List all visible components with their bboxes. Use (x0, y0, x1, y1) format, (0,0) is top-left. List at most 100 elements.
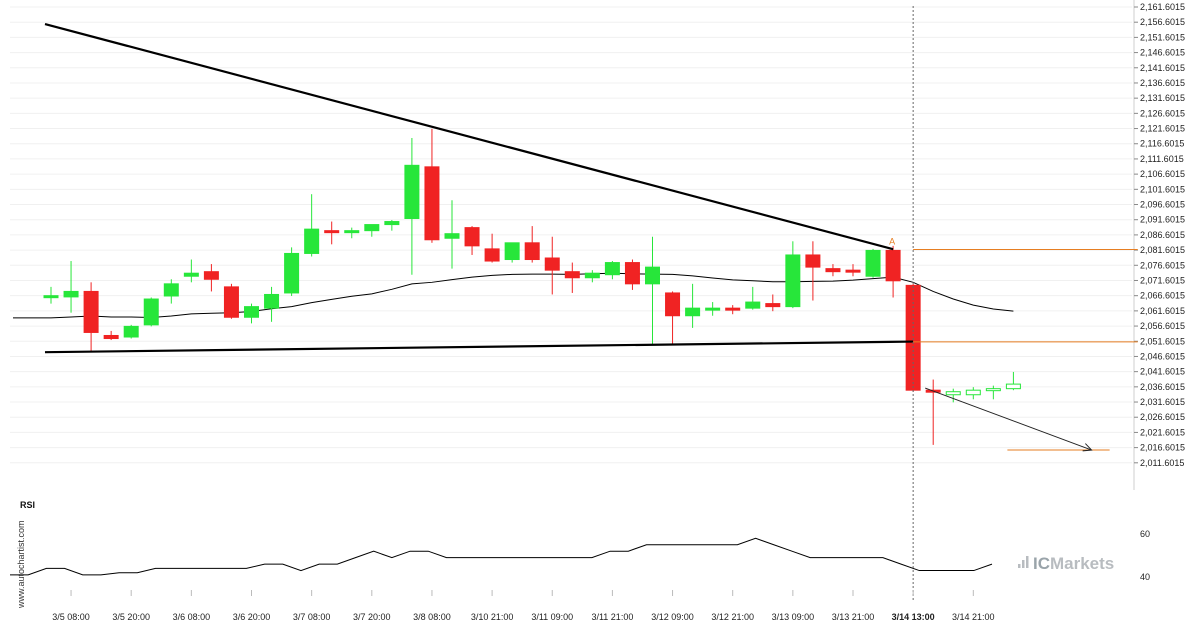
price-tick-label: 2,141.6015 (1140, 63, 1185, 73)
candle-body (624, 262, 640, 285)
candle-body (203, 271, 219, 280)
bullish-candle (444, 200, 460, 269)
bearish-candle (324, 221, 340, 245)
candle-body (464, 227, 480, 247)
time-tick-label: 3/14 21:00 (952, 612, 995, 622)
bullish-candle (384, 220, 400, 231)
candle-body (584, 272, 600, 279)
price-tick-label: 2,116.6015 (1140, 139, 1184, 149)
pattern-point-label: A (889, 236, 895, 246)
price-tick-label: 2,136.6015 (1140, 78, 1185, 88)
time-tick-label: 3/6 20:00 (233, 612, 271, 622)
price-tick-label: 2,111.6015 (1140, 154, 1184, 164)
price-tick-label: 2,011.6015 (1140, 458, 1184, 468)
rsi-tick-label: 40 (1140, 572, 1150, 582)
price-tick-label: 2,076.6015 (1140, 260, 1185, 270)
candle-body (404, 164, 420, 219)
price-tick-label: 2,096.6015 (1140, 200, 1185, 210)
bullish-candle (143, 297, 159, 327)
time-tick-label: 3/14 13:00 (892, 612, 935, 622)
brand-icon-bar (1022, 560, 1025, 568)
price-tick-label: 2,161.6015 (1140, 2, 1185, 12)
bearish-candle (665, 291, 681, 345)
bearish-candle (765, 294, 781, 312)
bearish-candle (203, 264, 219, 292)
bearish-candle (484, 233, 500, 263)
price-tick-label: 2,151.6015 (1140, 32, 1185, 42)
candle-body (223, 286, 239, 318)
candle-body (444, 233, 460, 239)
price-tick-label: 2,071.6015 (1140, 275, 1185, 285)
candle-body (825, 268, 841, 273)
bearish-candle (223, 283, 239, 319)
watermark-text: www.autochartist.com (16, 520, 26, 609)
bullish-candle (304, 194, 320, 257)
candle-body (665, 292, 681, 317)
price-tick-label: 2,086.6015 (1140, 230, 1185, 240)
bullish-candle (945, 388, 961, 403)
price-tick-label: 2,156.6015 (1140, 17, 1185, 27)
candle-body (564, 271, 580, 279)
candle-body (604, 262, 620, 276)
grid-lines (10, 6, 1132, 464)
bullish-candle (865, 248, 881, 278)
candle-body (765, 303, 781, 308)
time-tick-label: 3/8 08:00 (413, 612, 451, 622)
forecast-arrow-head (1082, 443, 1093, 452)
time-tick-label: 3/5 20:00 (112, 612, 150, 622)
brand-name: ICMarkets (1033, 554, 1114, 573)
icm-bars-icon (1018, 556, 1029, 568)
bullish-candle (364, 224, 380, 237)
price-tick-label: 2,101.6015 (1140, 184, 1185, 194)
candle-body (183, 272, 199, 277)
moving-average-line (13, 272, 1014, 319)
price-tick-label: 2,031.6015 (1140, 397, 1185, 407)
bullish-candle (504, 242, 520, 263)
bullish-candle (63, 261, 79, 313)
price-tick-label: 2,121.6015 (1140, 124, 1185, 134)
candle-body (685, 307, 701, 317)
resistance-trendline (44, 22, 894, 251)
price-tick-label: 2,016.6015 (1140, 443, 1185, 453)
price-tick-label: 2,056.6015 (1140, 321, 1185, 331)
bullish-candle (985, 385, 1001, 400)
candle-body (143, 298, 159, 326)
brand-suffix: Markets (1050, 554, 1114, 573)
candle-body (484, 248, 500, 262)
bearish-candle (885, 245, 901, 298)
forecast-arrow-line (925, 387, 1092, 451)
bearish-candle (805, 241, 821, 301)
candle-body (865, 249, 881, 277)
price-tick-label: 2,146.6015 (1140, 48, 1185, 58)
price-axis: 2,011.6015 2,016.6015 2,021.6015 2,026.6015… (1133, 0, 1185, 490)
bullish-candle (685, 283, 701, 328)
rsi-title: RSI (20, 500, 35, 510)
bearish-candle (524, 226, 540, 263)
bullish-candle (344, 227, 360, 239)
candle-body (504, 242, 520, 261)
candle-body (384, 221, 400, 226)
bullish-candle (264, 286, 280, 322)
bearish-candle (825, 264, 841, 277)
bearish-candle (564, 262, 580, 293)
brand-prefix: IC (1033, 554, 1050, 573)
bearish-candle (624, 259, 640, 290)
bullish-candle (284, 247, 300, 296)
price-tick-label: 2,106.6015 (1140, 169, 1185, 179)
candle-body (645, 266, 660, 285)
time-tick-label: 3/11 09:00 (531, 612, 573, 622)
bullish-candle (123, 324, 139, 339)
bearish-candle (103, 330, 119, 341)
bullish-candle (965, 387, 981, 400)
candle-body (705, 307, 721, 311)
candle-body (344, 230, 360, 234)
bullish-candle (43, 286, 59, 304)
time-tick-label: 3/6 08:00 (173, 612, 211, 622)
candle-body (965, 389, 981, 396)
bullish-candle (584, 270, 600, 283)
time-tick-label: 3/5 08:00 (52, 612, 90, 622)
candle-body (524, 242, 540, 261)
moving-average-layer (13, 272, 1014, 319)
bullish-candle (604, 261, 620, 280)
